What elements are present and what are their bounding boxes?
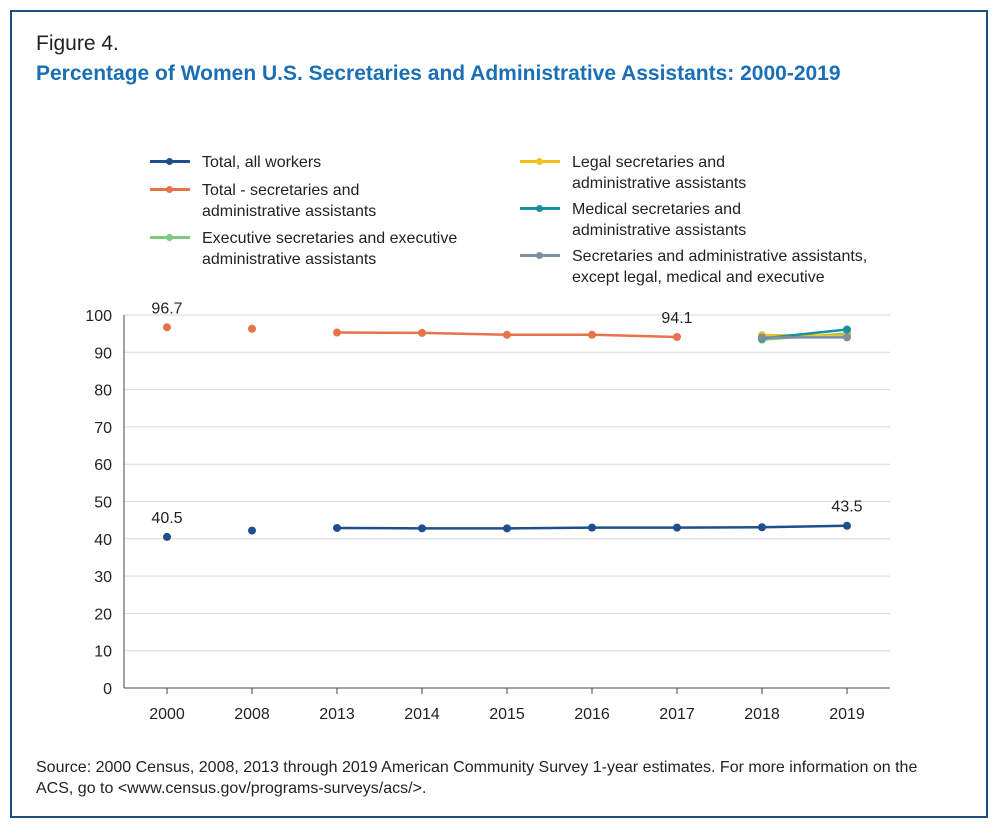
legend-item-other-secretaries: Secretaries and administrative assistant… — [520, 246, 912, 288]
y-tick-label: 10 — [94, 644, 112, 661]
y-tick-label: 20 — [94, 606, 112, 623]
y-tick-label: 40 — [94, 532, 112, 549]
data-point — [673, 523, 681, 532]
x-tick-label: 2013 — [319, 706, 355, 723]
data-point — [503, 330, 511, 339]
legend-item-executive: Executive secretaries and executive admi… — [150, 228, 512, 270]
data-point — [758, 523, 766, 532]
x-tick-label: 2015 — [489, 706, 525, 723]
y-tick-label: 80 — [94, 383, 112, 400]
chart-title: Percentage of Women U.S. Secretaries and… — [36, 62, 841, 85]
y-tick-label: 90 — [94, 345, 112, 362]
y-tick-label: 30 — [94, 569, 112, 586]
legend-label: Medical secretaries and administrative a… — [572, 201, 747, 239]
data-point — [333, 523, 341, 532]
data-point — [333, 328, 341, 337]
legend-item-medical: Medical secretaries and administrative a… — [520, 199, 782, 241]
legend-label: Total, all workers — [202, 154, 322, 171]
data-point — [588, 330, 596, 339]
legend-item-legal: Legal secretaries and administrative ass… — [520, 152, 782, 194]
data-point — [418, 524, 426, 533]
data-point — [163, 532, 171, 541]
data-point — [248, 526, 256, 535]
data-label: 43.5 — [831, 499, 862, 516]
legend-label: Secretaries and administrative assistant… — [572, 248, 868, 286]
legend-swatch — [520, 247, 560, 263]
figure-frame — [10, 10, 988, 818]
data-point — [843, 333, 851, 342]
figure-label: Figure 4. — [36, 32, 119, 55]
data-point — [418, 328, 426, 337]
data-point — [503, 524, 511, 533]
legend-swatch — [520, 153, 560, 169]
x-tick-label: 2017 — [659, 706, 695, 723]
data-point — [588, 523, 596, 532]
y-tick-label: 0 — [103, 681, 112, 698]
data-point — [163, 323, 171, 332]
data-label: 96.7 — [151, 300, 182, 317]
legend-swatch — [150, 153, 190, 169]
legend-swatch — [520, 200, 560, 216]
y-tick-label: 50 — [94, 495, 112, 512]
data-point — [843, 521, 851, 530]
legend-label: Executive secretaries and executive admi… — [202, 230, 458, 268]
legend-swatch — [150, 181, 190, 197]
legend-item-total-all-workers: Total, all workers — [150, 152, 542, 173]
x-tick-label: 2008 — [234, 706, 270, 723]
legend-label: Total - secretaries and administrative a… — [202, 182, 377, 220]
data-point — [673, 333, 681, 342]
x-tick-label: 2018 — [744, 706, 780, 723]
data-point — [248, 324, 256, 333]
data-point — [843, 325, 851, 334]
legend-label: Legal secretaries and administrative ass… — [572, 154, 747, 192]
series-line-3 — [761, 333, 848, 338]
source-note: Source: 2000 Census, 2008, 2013 through … — [36, 759, 918, 797]
legend-swatch — [150, 229, 190, 245]
data-point — [758, 333, 766, 342]
x-tick-label: 2000 — [149, 706, 185, 723]
legend-item-total-secretaries: Total - secretaries and administrative a… — [150, 180, 422, 222]
y-tick-label: 70 — [94, 420, 112, 437]
data-label: 40.5 — [151, 510, 182, 527]
x-tick-label: 2019 — [829, 706, 865, 723]
x-tick-label: 2016 — [574, 706, 610, 723]
y-tick-label: 100 — [85, 308, 112, 325]
data-label: 94.1 — [661, 310, 692, 327]
x-tick-label: 2014 — [404, 706, 440, 723]
y-tick-label: 60 — [94, 457, 112, 474]
